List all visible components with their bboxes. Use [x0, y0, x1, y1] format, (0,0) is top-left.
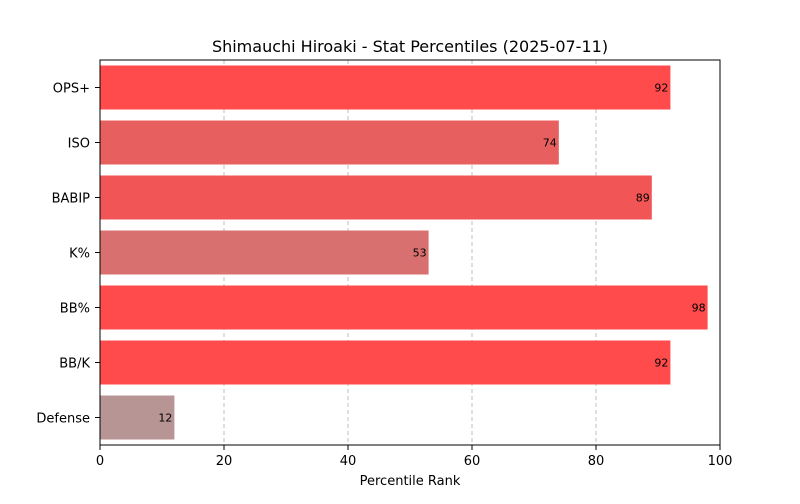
bar-data-label: 92 — [654, 82, 668, 95]
x-axis-ticks: 0 20 40 60 80 100 — [96, 445, 733, 469]
bar-data-label: 12 — [158, 412, 172, 425]
x-tick-label: 100 — [708, 454, 733, 469]
y-tick-label: ISO — [68, 137, 90, 152]
x-tick-label: 60 — [464, 454, 481, 469]
x-tick-label: 20 — [216, 454, 233, 469]
y-tick-label: BABIP — [52, 192, 91, 207]
bar-iso — [100, 120, 559, 165]
y-tick-label: BB% — [60, 302, 90, 317]
bar-babip — [100, 175, 652, 220]
x-tick-label: 0 — [96, 454, 104, 469]
x-axis-label: Percentile Rank — [360, 474, 461, 489]
bar-data-label: 89 — [636, 192, 650, 205]
bar-bb-k — [100, 340, 671, 385]
bar-data-label: 92 — [654, 357, 668, 370]
bar-data-label: 74 — [543, 137, 557, 150]
bar-data-label: 53 — [413, 247, 427, 260]
bar-defense — [100, 395, 175, 440]
bar-data-label: 98 — [692, 302, 706, 315]
y-tick-label: OPS+ — [53, 82, 90, 97]
bar-bb — [100, 285, 708, 330]
bar-k — [100, 230, 429, 275]
bars — [100, 65, 708, 440]
bar-ops — [100, 65, 671, 110]
chart-title: Shimauchi Hiroaki - Stat Percentiles (20… — [212, 37, 608, 56]
y-tick-label: Defense — [36, 412, 90, 427]
x-tick-label: 80 — [588, 454, 605, 469]
y-axis-ticks: OPS+ ISO BABIP K% BB% BB/K Defense — [36, 82, 100, 427]
x-tick-label: 40 — [340, 454, 357, 469]
bar-data-labels: 92 74 89 53 98 92 12 — [158, 82, 705, 425]
y-tick-label: BB/K — [59, 357, 90, 372]
y-tick-label: K% — [69, 247, 90, 262]
